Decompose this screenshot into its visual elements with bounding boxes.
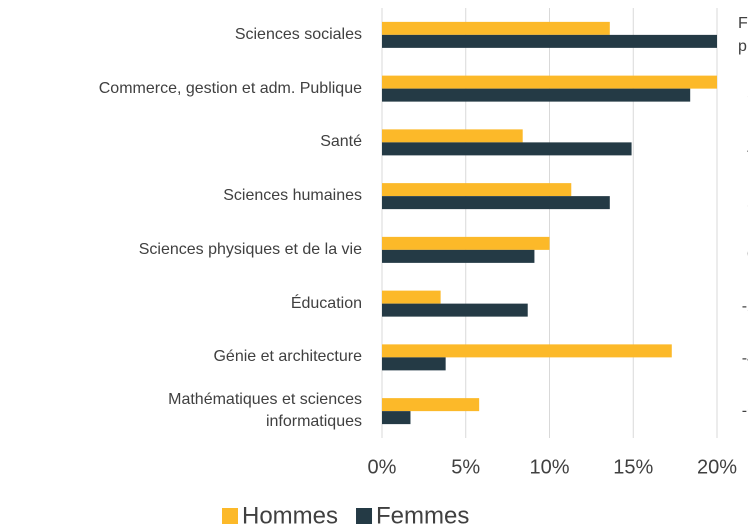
partial-title: p: [738, 38, 747, 55]
category-label: Éducation: [290, 294, 362, 312]
bar: [382, 398, 480, 412]
legend-label: Femmes: [376, 502, 469, 529]
bar: [382, 290, 441, 304]
bar: [382, 411, 411, 425]
bar: [382, 249, 535, 263]
category-label: Sciences humaines: [223, 187, 362, 205]
category-label: Génie et architecture: [213, 348, 362, 366]
x-tick-label: 5%: [451, 456, 480, 478]
legend-label: Hommes: [242, 502, 338, 529]
category-label: Santé: [320, 133, 362, 151]
x-tick-label: 0%: [368, 456, 397, 478]
category-label: Sciences sociales: [234, 25, 362, 43]
partial-title: F: [738, 15, 748, 32]
bar: [382, 75, 717, 89]
partial-tick-label: -2: [742, 298, 748, 315]
partial-tick-label: -6: [742, 402, 748, 419]
bar: [382, 196, 610, 210]
bar: [382, 142, 632, 156]
x-tick-label: 20%: [697, 456, 737, 478]
bar: [382, 236, 550, 250]
category-label: Sciences physiques et de la vie: [138, 240, 362, 258]
bar: [382, 129, 523, 143]
bar: [382, 357, 446, 371]
category-label: Mathématiques et sciences informatiques: [168, 391, 362, 431]
bar: [382, 183, 572, 197]
bar: [382, 303, 528, 317]
x-tick-label: 10%: [529, 456, 569, 478]
bar: [382, 21, 610, 35]
bar: [382, 344, 672, 358]
category-label: Commerce, gestion et adm. Publique: [98, 79, 362, 97]
bar: [382, 88, 691, 102]
legend-swatch: [356, 508, 373, 524]
partial-tick-label: -4: [742, 350, 748, 367]
bar: [382, 34, 717, 48]
legend-swatch: [222, 508, 238, 524]
x-tick-label: 15%: [613, 456, 653, 478]
